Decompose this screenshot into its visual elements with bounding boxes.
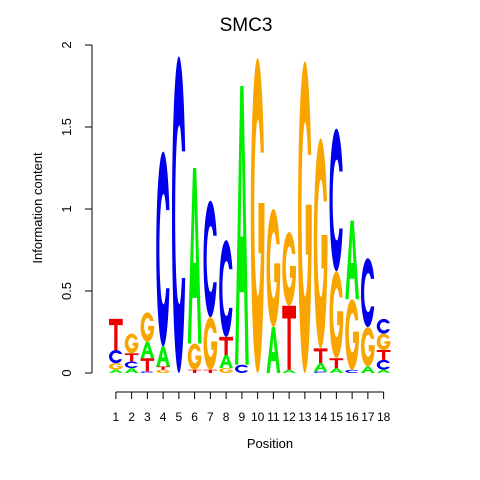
- letter-c-pos14-0: [313, 371, 327, 373]
- letter-g-pos16-1: [345, 299, 359, 370]
- x-tick-label: 10: [251, 410, 265, 424]
- letter-t-pos7-0: [203, 369, 218, 373]
- letter-g-pos10-0: [250, 58, 265, 373]
- letter-t-pos8-2: [219, 336, 233, 355]
- x-tick-label: 11: [267, 410, 280, 424]
- letter-c-pos8-3: [219, 240, 233, 337]
- letter-t-pos6-0: [187, 369, 202, 373]
- letter-g-pos4-0: [156, 369, 170, 373]
- x-tick-label: 14: [314, 410, 328, 424]
- letter-a-pos14-1: [313, 363, 328, 372]
- letter-a-pos15-0: [329, 368, 344, 373]
- x-tick-label: 8: [223, 410, 230, 424]
- letter-a-pos12-0: [282, 369, 296, 373]
- letter-c-pos18-1: [376, 359, 390, 370]
- letter-a-pos16-2: [345, 220, 359, 300]
- x-tick-label: 17: [361, 410, 375, 424]
- letter-c-pos17-2: [361, 258, 375, 328]
- letter-a-pos3-2: [140, 341, 155, 359]
- x-tick-label: 12: [282, 410, 296, 424]
- letter-g-pos7-1: [203, 317, 218, 370]
- letter-g-pos14-3: [313, 138, 328, 349]
- letter-t-pos4-1: [156, 366, 170, 370]
- x-tick-label: 5: [176, 410, 183, 424]
- letter-t-pos14-2: [313, 348, 328, 364]
- letter-g-pos15-2: [329, 271, 344, 359]
- letter-c-pos18-4: [376, 318, 390, 334]
- letter-g-pos2-3: [124, 333, 139, 354]
- x-tick-label: 18: [377, 410, 391, 424]
- letter-t-pos3-1: [140, 358, 155, 372]
- letter-a-pos6-2: [187, 168, 202, 344]
- letter-a-pos9-1: [235, 86, 249, 365]
- letter-t-pos12-1: [282, 305, 296, 370]
- letter-g-pos6-1: [187, 343, 202, 370]
- letter-g-pos8-0: [219, 368, 233, 373]
- x-tick-label: 1: [113, 410, 120, 424]
- letter-a-pos17-0: [361, 366, 375, 373]
- x-tick-label: 13: [298, 410, 312, 424]
- axes: 00.511.521 2 3 4 5 6 7 8 9 10 11 12 13 14 15 16 17 18: [59, 41, 391, 424]
- x-tick-label: 7: [207, 410, 214, 424]
- letter-c-pos4-3: [156, 151, 170, 347]
- letter-g-pos18-3: [376, 333, 391, 351]
- letter-c-pos7-2: [203, 200, 217, 318]
- y-tick-label: 0.5: [59, 282, 74, 300]
- letter-c-pos1-2: [109, 350, 123, 364]
- letter-c-pos2-1: [124, 361, 138, 369]
- letter-g-pos11-1: [266, 208, 281, 328]
- letter-g-pos1-1: [109, 363, 123, 370]
- letter-t-pos1-3: [109, 318, 123, 351]
- x-tick-label: 16: [345, 410, 359, 424]
- letter-c-pos3-0: [140, 371, 154, 373]
- y-axis-label: Information content: [30, 152, 45, 264]
- letter-a-pos8-1: [219, 354, 233, 369]
- letter-c-pos15-3: [329, 128, 343, 272]
- y-tick-label: 0: [59, 369, 74, 376]
- y-tick-label: 2: [59, 41, 74, 48]
- letter-t-pos18-2: [376, 350, 391, 360]
- letter-stacks: [109, 56, 391, 374]
- x-tick-label: 3: [144, 410, 151, 424]
- x-tick-label: 9: [239, 410, 246, 424]
- x-tick-label: 6: [191, 410, 198, 424]
- letter-a-pos11-0: [266, 327, 281, 373]
- x-tick-label: 2: [128, 410, 135, 424]
- letter-a-pos2-0: [124, 368, 139, 373]
- y-tick-label: 1.5: [59, 118, 74, 136]
- letter-a-pos4-2: [156, 346, 170, 367]
- letter-t-pos15-1: [329, 358, 344, 369]
- x-tick-label: 4: [160, 410, 167, 424]
- x-tick-label: 15: [330, 410, 344, 424]
- letter-c-pos9-0: [235, 364, 249, 373]
- letter-t-pos2-2: [124, 353, 139, 362]
- letter-a-pos1-0: [109, 369, 123, 373]
- letter-c-pos5-0: [172, 56, 186, 374]
- letter-a-pos18-0: [376, 369, 391, 373]
- letter-g-pos13-0: [298, 61, 312, 373]
- letter-g-pos17-1: [361, 327, 375, 367]
- y-tick-label: 1: [59, 205, 74, 212]
- letter-g-pos12-2: [282, 231, 296, 306]
- letter-c-pos16-0: [345, 369, 359, 373]
- x-axis-label: Position: [247, 436, 293, 451]
- chart-title: SMC3: [220, 15, 273, 36]
- letter-g-pos3-3: [140, 312, 155, 342]
